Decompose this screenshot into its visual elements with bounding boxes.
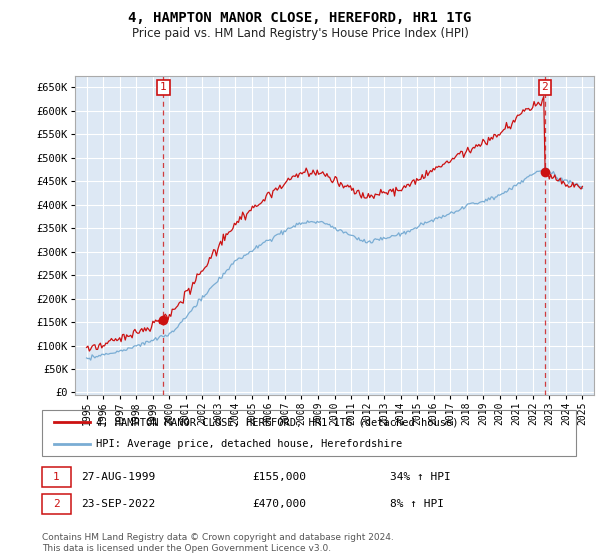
Text: £155,000: £155,000 <box>252 472 306 482</box>
Text: 8% ↑ HPI: 8% ↑ HPI <box>390 499 444 509</box>
Text: 1: 1 <box>160 82 167 92</box>
Text: 2: 2 <box>541 82 548 92</box>
Text: Price paid vs. HM Land Registry's House Price Index (HPI): Price paid vs. HM Land Registry's House … <box>131 27 469 40</box>
Text: 4, HAMPTON MANOR CLOSE, HEREFORD, HR1 1TG: 4, HAMPTON MANOR CLOSE, HEREFORD, HR1 1T… <box>128 11 472 25</box>
Text: £470,000: £470,000 <box>252 499 306 509</box>
Text: Contains HM Land Registry data © Crown copyright and database right 2024.
This d: Contains HM Land Registry data © Crown c… <box>42 533 394 553</box>
Text: 34% ↑ HPI: 34% ↑ HPI <box>390 472 451 482</box>
Text: 27-AUG-1999: 27-AUG-1999 <box>82 472 156 482</box>
Text: 2: 2 <box>53 499 60 509</box>
Text: 23-SEP-2022: 23-SEP-2022 <box>82 499 156 509</box>
Text: 4, HAMPTON MANOR CLOSE, HEREFORD, HR1 1TG (detached house): 4, HAMPTON MANOR CLOSE, HEREFORD, HR1 1T… <box>96 417 458 427</box>
Text: 1: 1 <box>53 472 60 482</box>
Text: HPI: Average price, detached house, Herefordshire: HPI: Average price, detached house, Here… <box>96 439 402 449</box>
